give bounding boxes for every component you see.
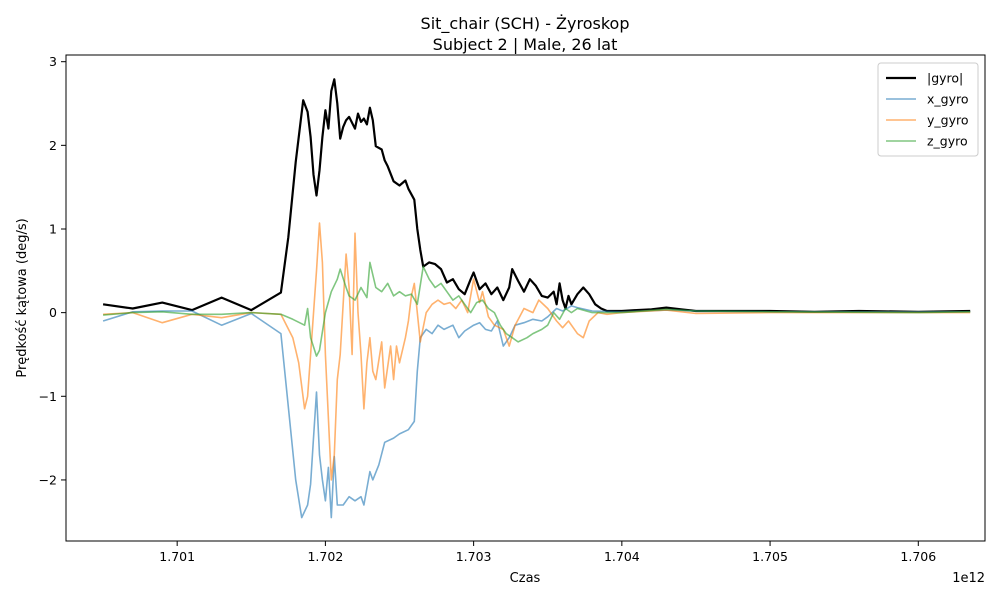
series-line-y-gyro <box>103 222 971 481</box>
legend-label: x_gyro <box>927 92 969 107</box>
x-tick-label: 1.703 <box>456 549 492 564</box>
x-tick-label: 1.705 <box>752 549 788 564</box>
legend: |gyro| x_gyro y_gyro z_gyro <box>877 62 979 157</box>
y-tick-label: 3 <box>49 54 57 69</box>
y-tick-label: −1 <box>39 389 57 404</box>
legend-label: |gyro| <box>927 71 963 86</box>
x-tick-label: 1.702 <box>307 549 343 564</box>
x-axis-label: Czas <box>510 571 541 586</box>
x-tick-label: 1.706 <box>900 549 936 564</box>
x-axis-ticks: 1.701 1.702 1.703 1.704 1.705 1.706 <box>159 541 936 564</box>
series-layer <box>102 78 971 519</box>
chart-title: Sit_chair (SCH) - Żyroskop <box>421 14 630 34</box>
y-axis-ticks: −2 −1 0 1 2 3 <box>39 54 66 487</box>
legend-label: y_gyro <box>927 113 969 128</box>
y-tick-label: 0 <box>49 305 57 320</box>
series-line-gyro <box>102 78 971 313</box>
series-line-z-gyro <box>103 261 971 357</box>
y-axis-label: Prędkość kątowa (deg/s) <box>15 218 30 377</box>
y-tick-label: 1 <box>49 221 57 236</box>
x-axis-offset-label: 1e12 <box>952 571 985 586</box>
y-tick-label: −2 <box>39 472 57 487</box>
series-line-x-gyro <box>102 305 971 519</box>
x-tick-label: 1.701 <box>159 549 195 564</box>
legend-frame <box>877 62 979 157</box>
x-tick-label: 1.704 <box>604 549 640 564</box>
y-tick-label: 2 <box>49 138 57 153</box>
chart-subtitle: Subject 2 | Male, 26 lat <box>433 35 618 54</box>
plot-area-frame <box>65 54 986 542</box>
legend-label: z_gyro <box>927 134 968 149</box>
